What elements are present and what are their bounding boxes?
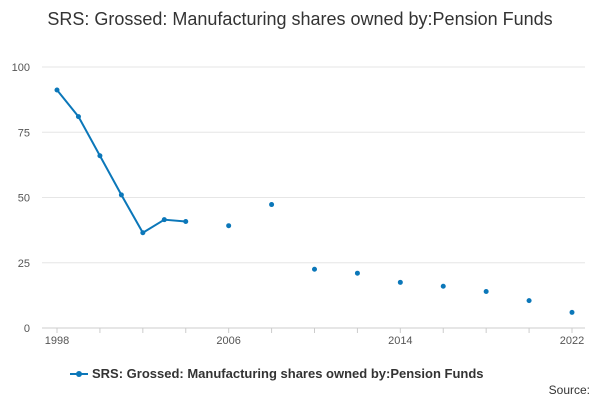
y-tick-label: 0 — [24, 323, 30, 335]
x-tick-label: 2006 — [216, 335, 240, 347]
data-point — [569, 309, 575, 315]
data-point — [161, 217, 167, 223]
data-point — [354, 270, 360, 276]
data-point — [226, 223, 232, 229]
data-point — [312, 266, 317, 272]
y-tick-label: 75 — [18, 127, 30, 139]
y-tick-label: 50 — [18, 193, 30, 205]
source-label: Source: — [548, 383, 590, 397]
grid-lines — [42, 66, 585, 329]
legend-label: SRS: Grossed: Manufacturing shares owned… — [92, 366, 484, 381]
y-tick-label: 100 — [12, 62, 30, 74]
x-axis — [56, 328, 573, 333]
y-axis-ticks: 0 25 50 75 100 — [12, 62, 30, 335]
y-tick-label: 25 — [18, 258, 30, 270]
chart-title-text: SRS: Grossed: Manufacturing shares owned… — [47, 9, 553, 29]
legend[interactable]: SRS: Grossed: Manufacturing shares owned… — [70, 366, 484, 381]
data-point — [183, 219, 189, 225]
series-group — [54, 87, 575, 315]
data-point — [54, 87, 60, 93]
data-point — [526, 298, 532, 304]
data-point — [97, 153, 103, 159]
data-point — [75, 114, 81, 120]
legend-swatch — [70, 369, 88, 379]
x-axis-ticks: 1998 2006 2014 2022 — [45, 335, 584, 347]
series-line — [56, 89, 186, 234]
chart-title: SRS: Grossed: Manufacturing shares owned… — [0, 8, 600, 31]
data-point — [483, 288, 489, 294]
x-tick-label: 1998 — [45, 335, 69, 347]
data-point — [269, 202, 275, 208]
data-point — [140, 230, 146, 236]
x-tick-label: 2014 — [388, 335, 412, 347]
data-point — [397, 279, 403, 285]
data-point — [440, 283, 446, 289]
data-point — [118, 192, 124, 198]
x-tick-label: 2022 — [560, 335, 584, 347]
